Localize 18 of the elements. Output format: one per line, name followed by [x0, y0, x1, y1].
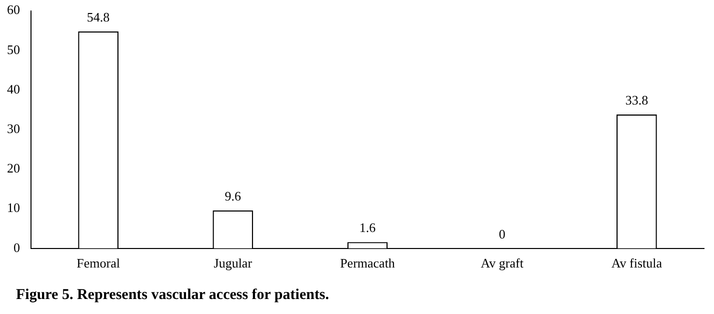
x-tick-label: Femoral	[76, 256, 120, 271]
x-tick-label: Av fistula	[611, 256, 662, 271]
y-tick-label: 0	[14, 240, 20, 255]
data-label: 54.8	[86, 9, 110, 24]
data-label: 9.6	[224, 188, 242, 204]
y-tick-label: 30	[7, 121, 20, 136]
caption: Figure 5. Represents vascular access for patients.	[16, 287, 330, 304]
y-tick-label: 10	[7, 200, 20, 216]
data-label: 0	[498, 226, 506, 242]
y-tick-label: 50	[7, 42, 20, 57]
x-tick-label: Av graft	[480, 256, 524, 271]
y-tick-label: 60	[7, 2, 20, 18]
data-label: 33.8	[625, 92, 648, 108]
x-tick-label: Jugular	[214, 256, 253, 271]
data-label: 1.6	[359, 220, 376, 235]
y-tick-label: 20	[7, 160, 20, 176]
y-tick-label: 40	[7, 81, 20, 96]
x-tick-label: Permacath	[340, 256, 396, 271]
